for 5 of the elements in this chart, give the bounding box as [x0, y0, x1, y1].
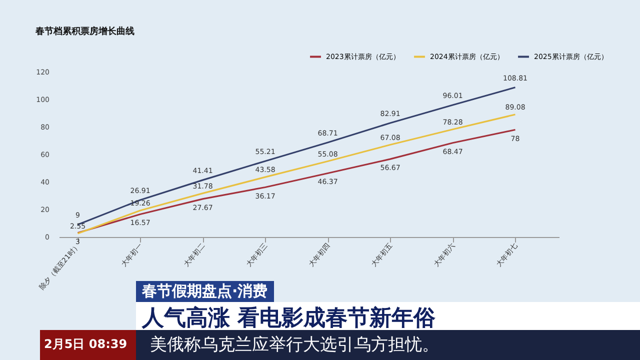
chart-title: 春节档累积票房增长曲线 [34, 26, 135, 37]
text: 人气高涨 看电影成春节新年俗 [136, 302, 640, 334]
text: 2月5日 08:39 [40, 330, 136, 360]
text: 春节假期盘点·消费 [136, 281, 274, 302]
text: 美俄称乌克兰应举行大选引乌方担忧。 [136, 330, 640, 360]
